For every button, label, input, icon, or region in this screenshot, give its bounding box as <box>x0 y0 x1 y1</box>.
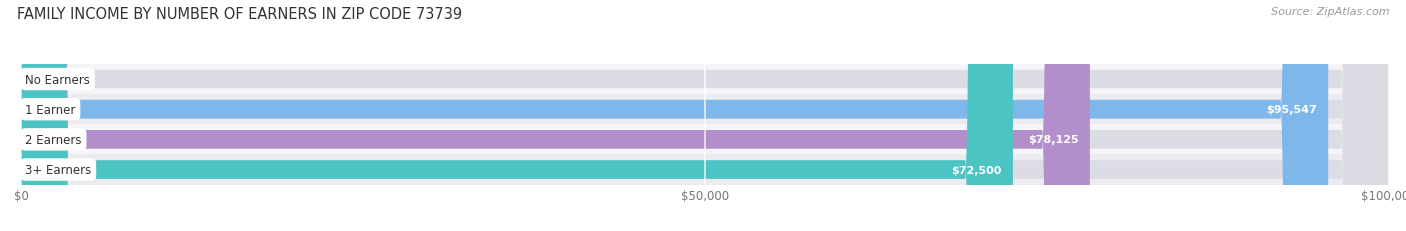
Bar <box>21 95 1389 125</box>
Bar <box>21 125 1389 155</box>
Bar <box>21 155 1389 185</box>
Text: $78,125: $78,125 <box>1028 135 1078 145</box>
FancyBboxPatch shape <box>21 0 1012 231</box>
Text: $0: $0 <box>48 75 62 85</box>
FancyBboxPatch shape <box>21 0 1389 231</box>
FancyBboxPatch shape <box>21 0 1090 231</box>
Text: 1 Earner: 1 Earner <box>25 103 76 116</box>
Text: FAMILY INCOME BY NUMBER OF EARNERS IN ZIP CODE 73739: FAMILY INCOME BY NUMBER OF EARNERS IN ZI… <box>17 7 463 22</box>
FancyBboxPatch shape <box>21 0 1389 231</box>
Text: 2 Earners: 2 Earners <box>25 133 82 146</box>
FancyBboxPatch shape <box>21 0 1389 231</box>
Text: 3+ Earners: 3+ Earners <box>25 163 91 176</box>
Bar <box>21 65 1389 95</box>
FancyBboxPatch shape <box>21 0 1329 231</box>
Text: $95,547: $95,547 <box>1267 105 1317 115</box>
Text: $72,500: $72,500 <box>952 165 1002 175</box>
Text: Source: ZipAtlas.com: Source: ZipAtlas.com <box>1271 7 1389 17</box>
Text: No Earners: No Earners <box>25 73 90 86</box>
FancyBboxPatch shape <box>21 0 1389 231</box>
